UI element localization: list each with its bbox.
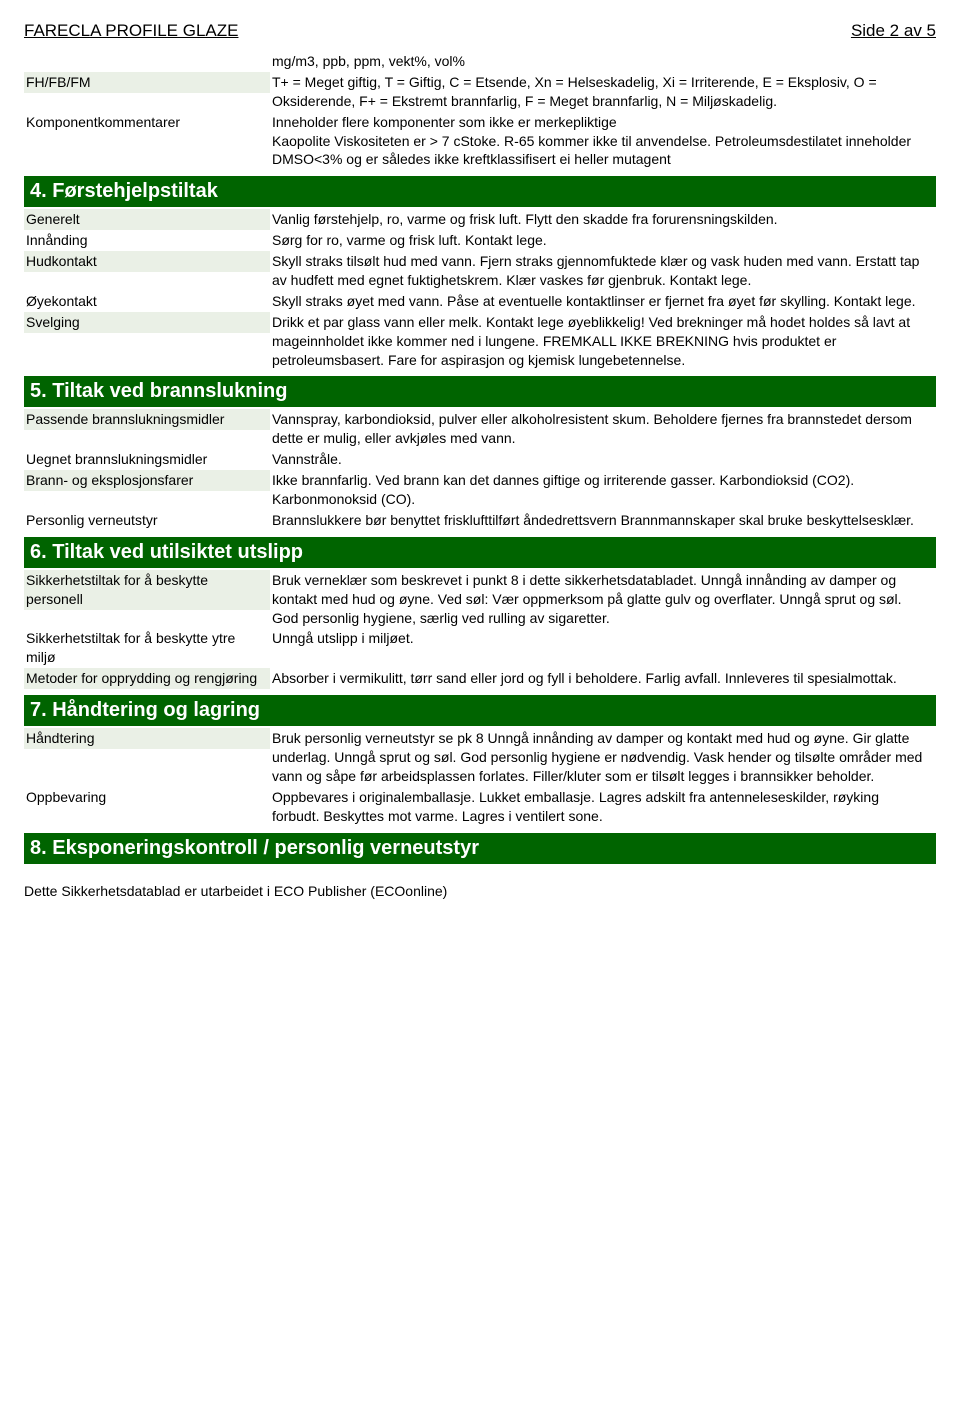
row-label: Metoder for opprydding og rengjøring [24,668,270,689]
section-header: 8. Eksponeringskontroll / personlig vern… [24,833,936,864]
section-header: 4. Førstehjelpstiltak [24,176,936,207]
row-value: Drikk et par glass vann eller melk. Kont… [270,312,936,371]
row-value: Bruk personlig verneutstyr se pk 8 Unngå… [270,728,936,787]
data-row: Passende brannslukningsmidlerVannspray, … [24,409,936,449]
data-row: InnåndingSørg for ro, varme og frisk luf… [24,230,936,251]
data-row: KomponentkommentarerInneholder flere kom… [24,112,936,171]
row-label: Oppbevaring [24,787,270,808]
row-value: Brannslukkere bør benyttet frisklufttilf… [270,510,936,531]
row-label: Komponentkommentarer [24,112,270,133]
row-label: Svelging [24,312,270,333]
footer-text: Dette Sikkerhetsdatablad er utarbeidet i… [24,882,936,901]
row-label: Håndtering [24,728,270,749]
doc-title: FARECLA PROFILE GLAZE [24,20,238,43]
row-value: Sørg for ro, varme og frisk luft. Kontak… [270,230,936,251]
row-label: Innånding [24,230,270,251]
data-row: Brann- og eksplosjonsfarerIkke brannfarl… [24,470,936,510]
data-row: Sikkerhetstiltak for å beskytte ytre mil… [24,628,936,668]
intro-block: mg/m3, ppb, ppm, vekt%, vol%FH/FB/FMT+ =… [24,51,936,170]
row-value: T+ = Meget giftig, T = Giftig, C = Etsen… [270,72,936,112]
row-value: Vanlig førstehjelp, ro, varme og frisk l… [270,209,936,230]
page-number: Side 2 av 5 [851,20,936,43]
row-value: Oppbevares i originalemballasje. Lukket … [270,787,936,827]
row-label: Generelt [24,209,270,230]
row-value: Vannspray, karbondioksid, pulver eller a… [270,409,936,449]
row-value: Unngå utslipp i miljøet. [270,628,936,649]
row-value: mg/m3, ppb, ppm, vekt%, vol% [270,51,936,72]
data-row: OppbevaringOppbevares i originalemballas… [24,787,936,827]
data-row: SvelgingDrikk et par glass vann eller me… [24,312,936,371]
row-value: Vannstråle. [270,449,936,470]
row-label: Passende brannslukningsmidler [24,409,270,430]
section-header: 7. Håndtering og lagring [24,695,936,726]
row-value: Inneholder flere komponenter som ikke er… [270,112,936,171]
row-label: Hudkontakt [24,251,270,272]
row-label: Brann- og eksplosjonsfarer [24,470,270,491]
data-row: Sikkerhetstiltak for å beskytte personel… [24,570,936,629]
row-value: Skyll straks øyet med vann. Påse at even… [270,291,936,312]
row-label: Personlig verneutstyr [24,510,270,531]
row-label: FH/FB/FM [24,72,270,93]
data-row: Uegnet brannslukningsmidlerVannstråle. [24,449,936,470]
data-row: mg/m3, ppb, ppm, vekt%, vol% [24,51,936,72]
data-row: Personlig verneutstyrBrannslukkere bør b… [24,510,936,531]
data-row: GenereltVanlig førstehjelp, ro, varme og… [24,209,936,230]
data-row: ØyekontaktSkyll straks øyet med vann. På… [24,291,936,312]
section-header: 5. Tiltak ved brannslukning [24,376,936,407]
row-value: Skyll straks tilsølt hud med vann. Fjern… [270,251,936,291]
data-row: HudkontaktSkyll straks tilsølt hud med v… [24,251,936,291]
row-label: Sikkerhetstiltak for å beskytte personel… [24,570,270,610]
row-value: Absorber i vermikulitt, tørr sand eller … [270,668,936,689]
row-label: Sikkerhetstiltak for å beskytte ytre mil… [24,628,270,668]
section-header: 6. Tiltak ved utilsiktet utslipp [24,537,936,568]
page-header: FARECLA PROFILE GLAZE Side 2 av 5 [24,20,936,43]
data-row: HåndteringBruk personlig verneutstyr se … [24,728,936,787]
row-value: Bruk verneklær som beskrevet i punkt 8 i… [270,570,936,629]
data-row: Metoder for opprydding og rengjøringAbso… [24,668,936,689]
row-label [24,51,270,53]
row-label: Øyekontakt [24,291,270,312]
row-value: Ikke brannfarlig. Ved brann kan det dann… [270,470,936,510]
data-row: FH/FB/FMT+ = Meget giftig, T = Giftig, C… [24,72,936,112]
row-label: Uegnet brannslukningsmidler [24,449,270,470]
sections-container: 4. FørstehjelpstiltakGenereltVanlig førs… [24,176,936,863]
